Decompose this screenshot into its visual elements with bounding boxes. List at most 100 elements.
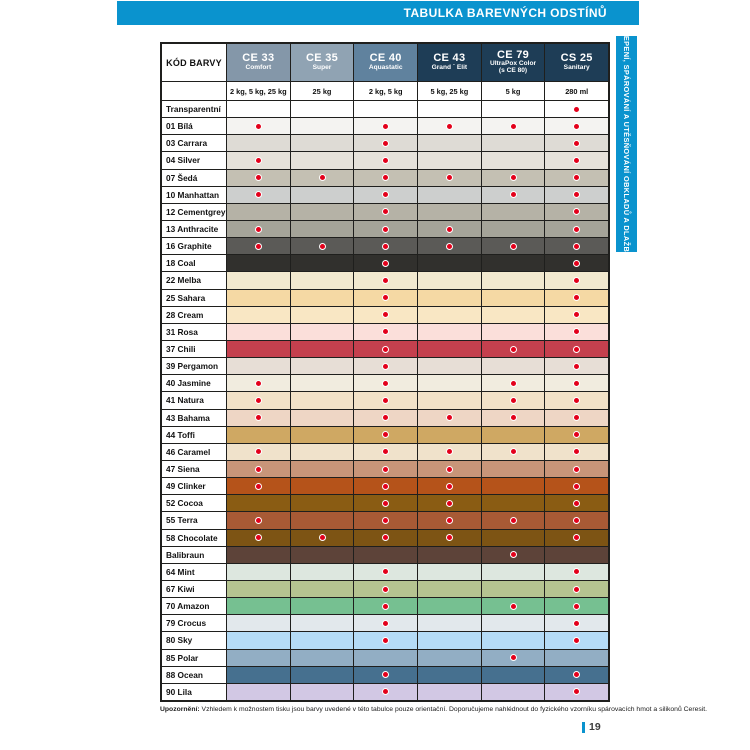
table-body: Transparentní 01 Bílá 03 Carrara 04 Silver 0…	[162, 101, 609, 700]
color-swatch-cell	[481, 478, 546, 495]
color-swatch-cell	[354, 666, 419, 683]
color-swatch-cell	[290, 598, 355, 615]
color-swatch-cell	[545, 220, 609, 238]
color-swatch-cell	[481, 563, 546, 580]
color-swatch-cell	[481, 443, 546, 460]
color-swatch-cell	[545, 563, 609, 580]
row-label-cell: 41 Natura	[162, 392, 227, 409]
availability-dot-icon	[254, 482, 262, 490]
footnote: Upozornění: Vzhledem k možnostem tisku j…	[160, 706, 707, 713]
table-pack-row: 2 kg, 5 kg, 25 kg 25 kg 2 kg, 5 kg 5 kg, 25…	[162, 82, 609, 101]
color-swatch-cell	[545, 289, 609, 306]
color-swatch-cell	[481, 683, 546, 700]
availability-dot-icon	[509, 551, 517, 559]
color-swatch-cell	[290, 580, 355, 598]
color-swatch-cell	[354, 615, 419, 632]
color-swatch-cell	[545, 272, 609, 289]
color-shade-table: KÓD BARVY CE 33 Comfort CE 35 Super CE 40 Aqu…	[160, 42, 610, 702]
color-swatch-cell	[418, 255, 482, 272]
color-swatch-cell	[545, 580, 609, 598]
availability-dot-icon	[254, 242, 262, 250]
color-swatch-cell	[354, 392, 419, 409]
row-label-cell: 64 Mint	[162, 563, 227, 580]
availability-dot-icon	[254, 465, 262, 473]
column-name: Sanitary	[563, 63, 590, 71]
availability-dot-icon	[382, 619, 390, 627]
row-label: 28 Cream	[166, 309, 204, 320]
color-swatch-cell	[290, 152, 355, 169]
availability-dot-icon	[382, 276, 390, 284]
row-label: 47 Siena	[166, 464, 200, 475]
color-swatch-cell	[354, 563, 419, 580]
color-swatch-cell	[418, 118, 482, 135]
availability-dot-icon	[382, 328, 390, 336]
row-label: 22 Melba	[166, 275, 202, 286]
table-row: 40 Jasmine	[162, 375, 609, 393]
color-swatch-cell	[481, 512, 546, 529]
row-label-cell: 55 Terra	[162, 512, 227, 529]
row-label: 44 Toffi	[166, 429, 195, 440]
color-swatch-cell	[418, 666, 482, 683]
color-swatch-cell	[227, 666, 291, 683]
color-swatch-cell	[545, 443, 609, 460]
availability-dot-icon	[382, 602, 390, 610]
availability-dot-icon	[573, 139, 581, 147]
color-swatch-cell	[418, 563, 482, 580]
color-swatch-cell	[290, 649, 355, 666]
color-swatch-cell	[290, 272, 355, 289]
column-name: Super	[312, 63, 332, 71]
row-label-cell: 22 Melba	[162, 272, 227, 289]
availability-dot-icon	[382, 396, 390, 404]
color-swatch-cell	[481, 323, 546, 340]
color-swatch-cell	[545, 323, 609, 340]
availability-dot-icon	[573, 431, 581, 439]
row-label: 46 Caramel	[166, 446, 211, 457]
row-label: 07 Šedá	[166, 172, 198, 183]
column-header-ce-33: CE 33 Comfort	[227, 44, 291, 81]
color-swatch-cell	[290, 546, 355, 563]
row-label-cell: 58 Chocolate	[162, 529, 227, 546]
color-swatch-cell	[227, 495, 291, 512]
column-header-ce-79: CE 79 UltraPox Color (s CE 80)	[481, 44, 546, 81]
row-label: 39 Pergamon	[166, 361, 219, 372]
availability-dot-icon	[573, 276, 581, 284]
column-code: CE 35	[305, 52, 339, 65]
color-swatch-cell	[354, 649, 419, 666]
availability-dot-icon	[445, 414, 453, 422]
color-swatch-cell	[418, 323, 482, 340]
column-code: CE 40	[369, 52, 402, 65]
color-swatch-cell	[354, 118, 419, 135]
color-swatch-cell	[227, 306, 291, 323]
color-swatch-cell	[290, 529, 355, 546]
availability-dot-icon	[382, 225, 390, 233]
page-number-accent-bar	[582, 721, 585, 733]
row-label: Balibraun	[166, 549, 205, 560]
row-label: 16 Graphite	[166, 241, 212, 252]
row-label: 37 Chili	[166, 344, 196, 355]
availability-dot-icon	[254, 156, 262, 164]
table-row: 16 Graphite	[162, 238, 609, 256]
row-label: 90 Lila	[166, 686, 192, 697]
table-row: 70 Amazon	[162, 598, 609, 616]
availability-dot-icon	[509, 242, 517, 250]
row-label-cell: 25 Sahara	[162, 289, 227, 306]
color-swatch-cell	[354, 289, 419, 306]
color-swatch-cell	[354, 203, 419, 220]
availability-dot-icon	[445, 499, 453, 507]
availability-dot-icon	[382, 534, 390, 542]
color-swatch-cell	[290, 495, 355, 512]
color-swatch-cell	[354, 135, 419, 152]
row-label: 04 Silver	[166, 155, 201, 166]
color-swatch-cell	[354, 512, 419, 529]
color-swatch-cell	[418, 358, 482, 375]
color-swatch-cell	[481, 529, 546, 546]
color-swatch-cell	[545, 409, 609, 426]
color-swatch-cell	[227, 135, 291, 152]
color-swatch-cell	[545, 478, 609, 495]
availability-dot-icon	[382, 362, 390, 370]
color-swatch-cell	[290, 375, 355, 392]
color-swatch-cell	[545, 152, 609, 169]
color-swatch-cell	[354, 323, 419, 340]
availability-dot-icon	[509, 516, 517, 524]
color-swatch-cell	[418, 272, 482, 289]
